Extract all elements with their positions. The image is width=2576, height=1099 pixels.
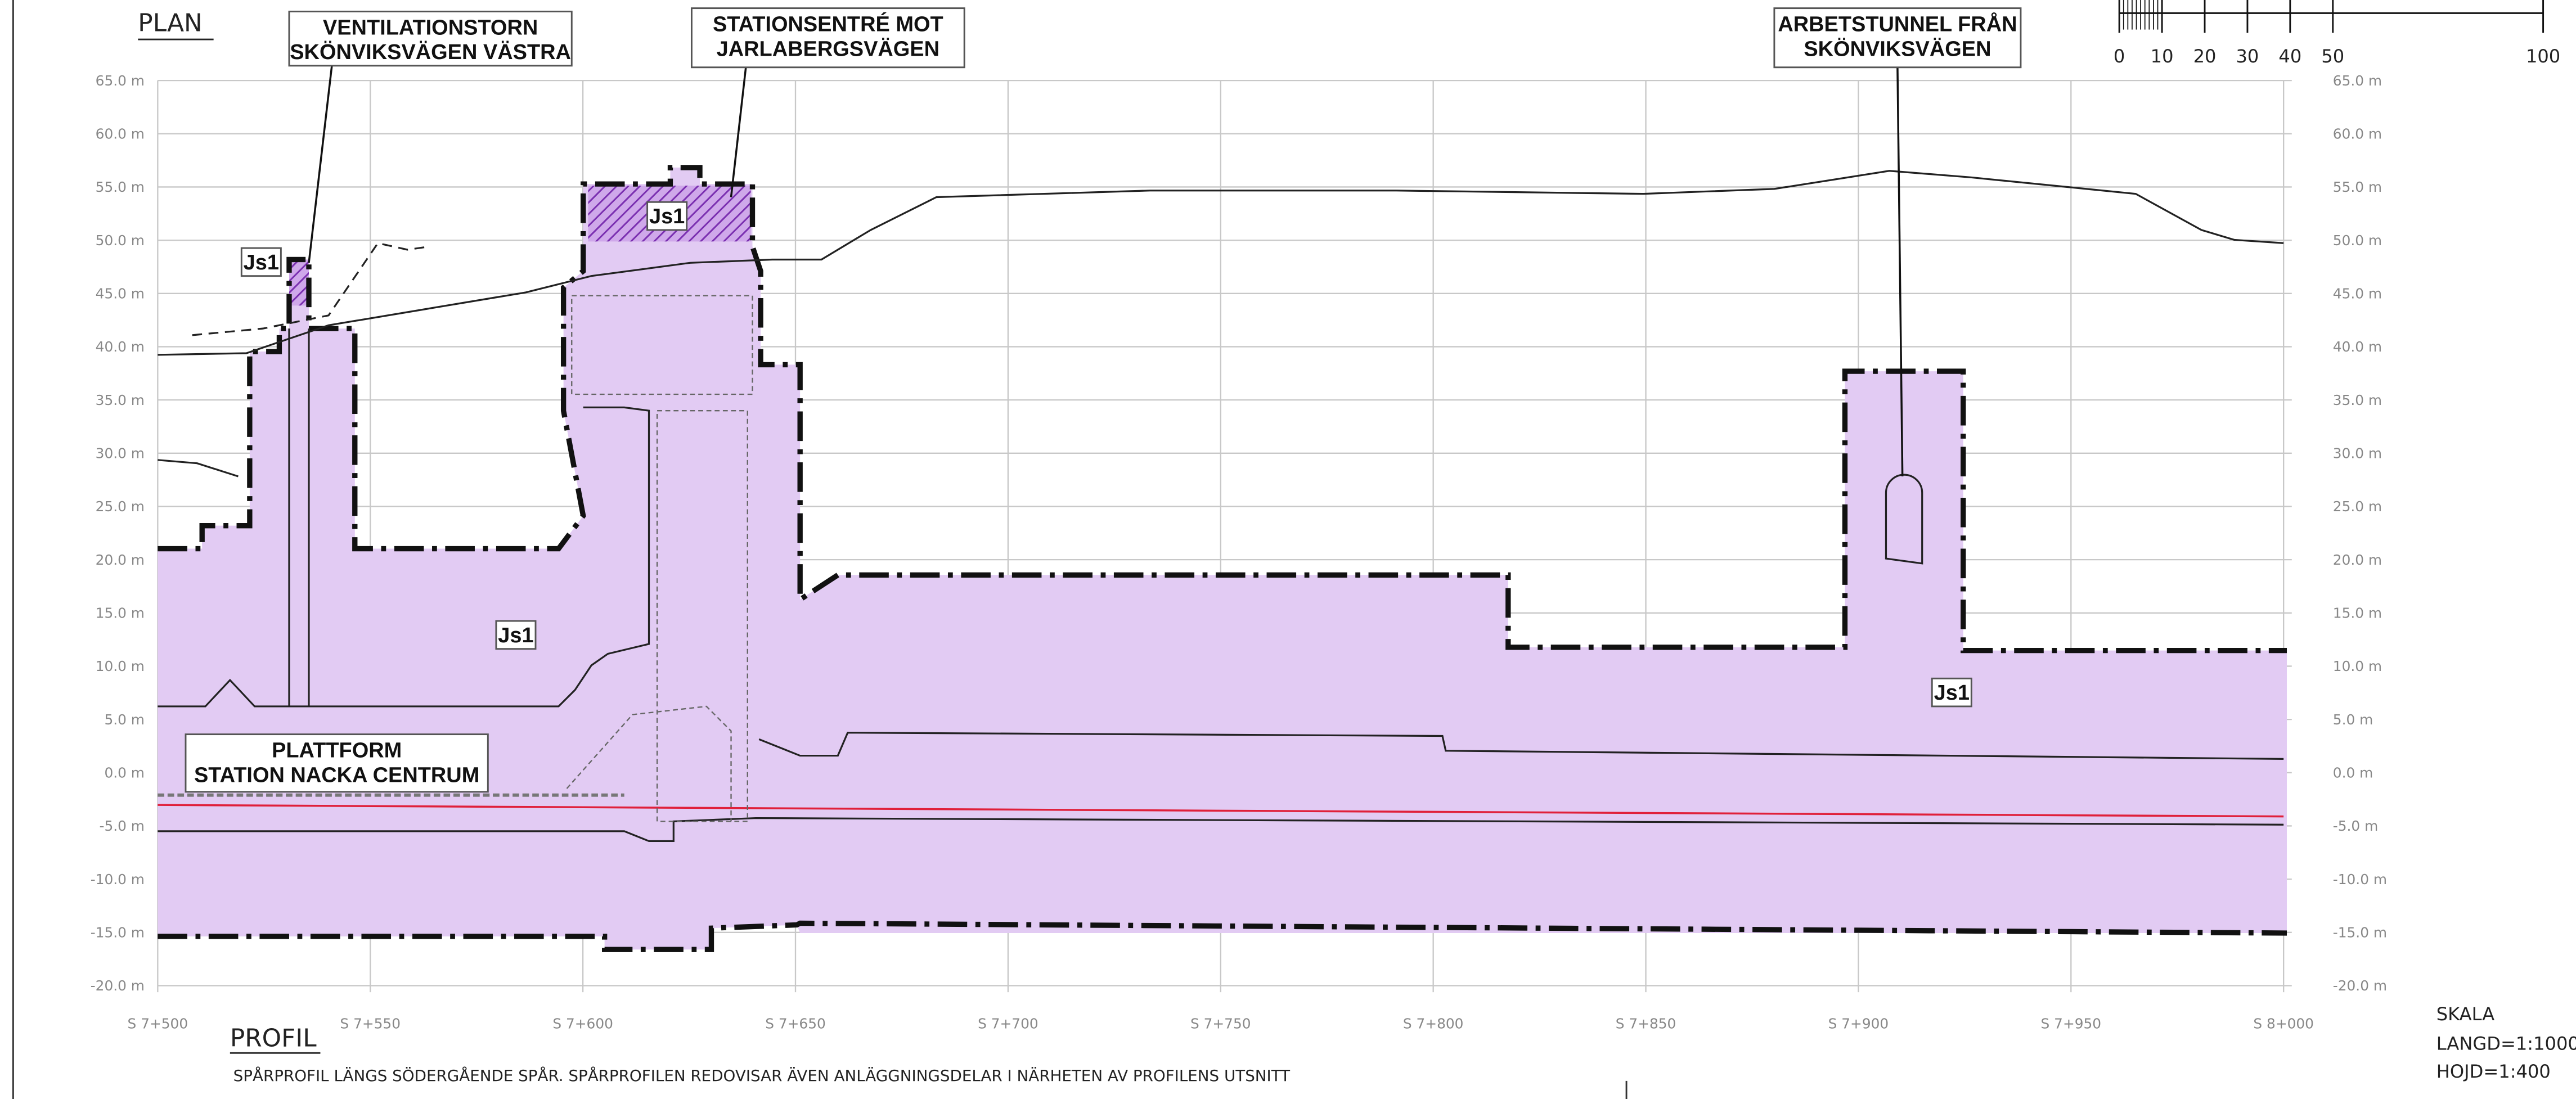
chainage-label: S 7+550 bbox=[340, 1015, 401, 1032]
elevation-label: 20.0 m bbox=[96, 552, 145, 568]
scale-label: 0 bbox=[2114, 46, 2125, 67]
elevation-label: 60.0 m bbox=[2333, 126, 2382, 142]
scale-label: 10 bbox=[2151, 46, 2174, 67]
callout-box bbox=[288, 10, 573, 67]
callout-text: ARBETSTUNNEL FRÅN bbox=[1778, 11, 2017, 36]
elevation-label: 15.0 m bbox=[96, 605, 145, 621]
elevation-label: 60.0 m bbox=[96, 126, 145, 142]
zone-label-box bbox=[646, 201, 688, 231]
elevation-label: 25.0 m bbox=[96, 498, 145, 515]
leader-line bbox=[730, 67, 747, 197]
elevation-label: 65.0 m bbox=[96, 73, 145, 89]
leader-line bbox=[308, 65, 333, 263]
caption: SPÅRPROFIL LÄNGS SÖDERGÅENDE SPÅR. SPÅRP… bbox=[233, 1066, 1291, 1085]
elevation-label: 25.0 m bbox=[2333, 498, 2382, 515]
elevation-label: 35.0 m bbox=[96, 392, 145, 408]
boundary bbox=[158, 165, 2287, 654]
zone-label-box bbox=[495, 620, 537, 650]
elevation-label: 35.0 m bbox=[2333, 392, 2382, 408]
callout-text: JARLABERGSVÄGEN bbox=[717, 37, 939, 61]
profil-title: PROFIL bbox=[230, 1024, 317, 1053]
scale-title: SKALA bbox=[2436, 1003, 2494, 1025]
elevation-label: -15.0 m bbox=[2333, 925, 2387, 941]
elevation-label: 45.0 m bbox=[2333, 286, 2382, 302]
zone-label-box bbox=[240, 247, 282, 277]
station-details bbox=[566, 295, 753, 822]
chainage-label: S 7+900 bbox=[1828, 1015, 1889, 1032]
elevation-label: 5.0 m bbox=[2333, 711, 2373, 728]
chainage-label: S 7+700 bbox=[978, 1015, 1039, 1032]
rock-zone bbox=[158, 167, 2287, 950]
callout-text: STATIONSENTRÉ MOT bbox=[713, 11, 943, 36]
zone-label-box bbox=[1931, 677, 1972, 708]
elevation-label: -5.0 m bbox=[100, 818, 145, 834]
elevation-label: 20.0 m bbox=[2333, 552, 2382, 568]
elevation-label: -10.0 m bbox=[91, 871, 145, 888]
elevation-label: -20.0 m bbox=[91, 978, 145, 994]
elevation-label: 10.0 m bbox=[2333, 658, 2382, 674]
zone-label: Js1 bbox=[1934, 681, 1970, 705]
chainage-label: S 7+600 bbox=[552, 1015, 613, 1032]
chainage-label: S 7+800 bbox=[1403, 1015, 1464, 1032]
scale-height: HOJD=1:400 bbox=[2436, 1061, 2551, 1082]
terrain-line bbox=[192, 242, 431, 336]
elevation-label: 45.0 m bbox=[96, 286, 145, 302]
terrain-line bbox=[158, 170, 2284, 356]
elevation-label: 40.0 m bbox=[96, 339, 145, 355]
elevation-label: 65.0 m bbox=[2333, 73, 2382, 89]
elevation-label: -20.0 m bbox=[2333, 978, 2387, 994]
scale-label: 20 bbox=[2193, 46, 2217, 67]
elevation-label: 50.0 m bbox=[2333, 232, 2382, 249]
elevation-label: 55.0 m bbox=[96, 179, 145, 195]
chainage-label: S 7+500 bbox=[128, 1015, 188, 1032]
zone-label: Js1 bbox=[649, 205, 685, 228]
boundary bbox=[158, 920, 2287, 952]
elevation-label: 30.0 m bbox=[2333, 445, 2382, 462]
scale-label: 50 bbox=[2321, 46, 2344, 67]
scale-length: LANGD=1:1000 bbox=[2436, 1033, 2576, 1054]
chainage-label: S 7+750 bbox=[1190, 1015, 1251, 1032]
zone-label: Js1 bbox=[498, 624, 533, 647]
elevation-label: -10.0 m bbox=[2333, 871, 2387, 888]
elevation-label: 50.0 m bbox=[96, 232, 145, 249]
chainage-label: S 7+950 bbox=[2041, 1015, 2102, 1032]
leader-line bbox=[1896, 67, 1904, 477]
callout-text: SKÖNVIKSVÄGEN bbox=[1804, 37, 1991, 61]
callout-text: SKÖNVIKSVÄGEN VÄSTRA bbox=[290, 40, 571, 64]
callout-text: VENTILATIONSTORN bbox=[323, 16, 538, 39]
elevation-label: 40.0 m bbox=[2333, 339, 2382, 355]
plan-title: PLAN bbox=[138, 8, 203, 37]
elevation-label: 0.0 m bbox=[104, 765, 145, 781]
zone-label: Js1 bbox=[244, 251, 279, 274]
scale-label: 30 bbox=[2236, 46, 2259, 67]
elevation-label: 15.0 m bbox=[2333, 605, 2382, 621]
scale-bar: 0 10 20 30 40 50 100 bbox=[2114, 0, 2560, 67]
track-line bbox=[158, 804, 2284, 818]
chainage-label: S 8+000 bbox=[2253, 1015, 2314, 1032]
scale-label: 40 bbox=[2278, 46, 2301, 67]
chainage-label: S 7+850 bbox=[1616, 1015, 1676, 1032]
elevation-label: 0.0 m bbox=[2333, 765, 2373, 781]
elevation-label: 55.0 m bbox=[2333, 179, 2382, 195]
platform-box bbox=[185, 733, 489, 793]
callout-box bbox=[1773, 7, 2022, 69]
platform-text: STATION NACKA CENTRUM bbox=[194, 763, 479, 787]
elevation-label: 30.0 m bbox=[96, 445, 145, 462]
terrain-line bbox=[158, 459, 239, 478]
work-tunnel bbox=[1885, 474, 1923, 565]
elevation-label: -5.0 m bbox=[2333, 818, 2378, 834]
elevation-label: 5.0 m bbox=[104, 711, 145, 728]
elevation-label: -15.0 m bbox=[91, 925, 145, 941]
scale-label: 100 bbox=[2526, 46, 2560, 67]
tunnel-line bbox=[758, 732, 2284, 760]
tunnel-line bbox=[158, 817, 2284, 843]
tunnel-line bbox=[158, 406, 650, 708]
platform-text: PLATTFORM bbox=[272, 738, 402, 762]
callout-box bbox=[690, 7, 965, 69]
elevation-label: 10.0 m bbox=[96, 658, 145, 674]
hatched-area bbox=[289, 259, 309, 306]
chainage-label: S 7+650 bbox=[765, 1015, 826, 1032]
